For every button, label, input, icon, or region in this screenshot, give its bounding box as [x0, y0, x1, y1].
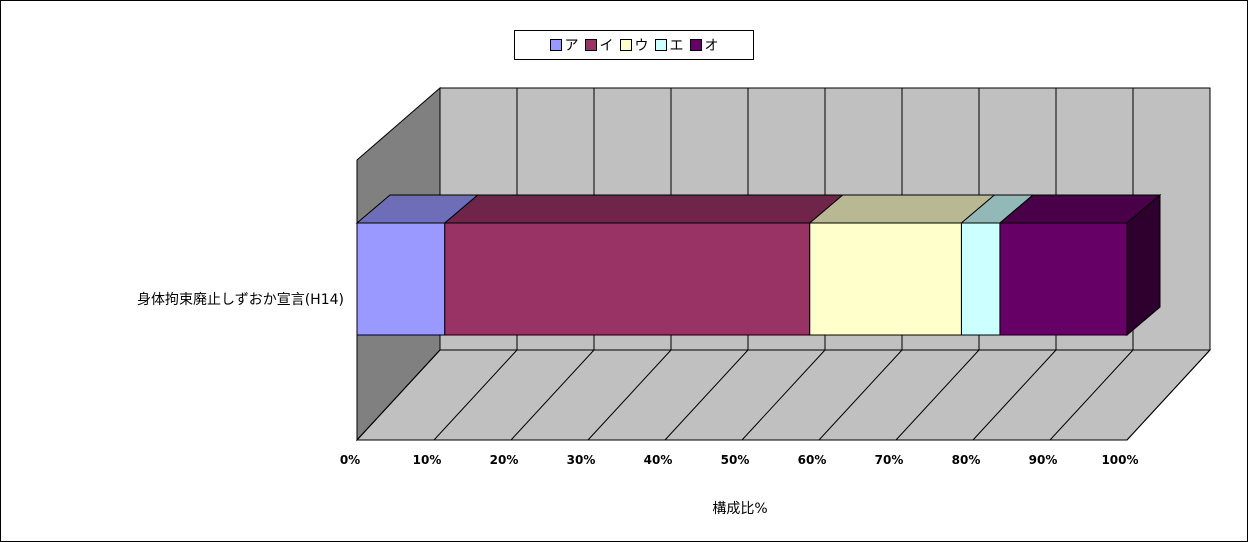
legend-item: エ	[654, 35, 684, 55]
legend-label: イ	[599, 38, 614, 54]
bar-segment	[444, 222, 811, 336]
legend-item: ア	[549, 35, 579, 55]
legend-swatch	[549, 39, 562, 51]
gridline	[972, 349, 1057, 441]
legend-label: エ	[669, 38, 684, 54]
x-tick-label: 0%	[340, 453, 360, 467]
legend-label: オ	[704, 38, 719, 54]
x-tick-label: 70%	[875, 453, 904, 467]
bar-stack	[355, 193, 1162, 337]
x-tick-label: 20%	[490, 453, 519, 467]
legend-item: イ	[584, 35, 614, 55]
legend: ア イ ウ エ オ	[514, 30, 754, 60]
legend-item: ウ	[619, 35, 649, 55]
x-tick-label: 10%	[413, 453, 442, 467]
legend-label: ア	[564, 38, 579, 54]
legend-label: ウ	[634, 38, 649, 54]
bar-segment-side	[1126, 193, 1161, 337]
x-tick-label: 80%	[952, 453, 981, 467]
x-tick-label: 60%	[798, 453, 827, 467]
x-tick-label: 90%	[1029, 453, 1058, 467]
gridline	[741, 349, 826, 441]
gridline	[356, 349, 441, 441]
gridline	[1049, 349, 1134, 441]
bar-segment	[809, 222, 962, 336]
category-label: 身体拘束廃止しずおか宣言(H14)	[137, 291, 344, 308]
legend-swatch	[689, 39, 702, 51]
legend-swatch	[619, 39, 632, 51]
x-tick-label: 30%	[567, 453, 596, 467]
gridline	[664, 349, 749, 441]
x-tick-label: 50%	[721, 453, 750, 467]
x-tick-label: 40%	[644, 453, 673, 467]
gridline	[433, 349, 518, 441]
bar-segment-top	[443, 194, 845, 224]
gridline	[510, 349, 595, 441]
gridline	[818, 349, 903, 441]
x-tick-labels: 0% 10% 20% 30% 40% 50% 60% 70% 80% 90% 100%	[340, 453, 1139, 467]
legend-swatch	[654, 39, 667, 51]
legend-item: オ	[689, 35, 719, 55]
legend-swatch	[584, 39, 597, 51]
x-tick-label: 100%	[1101, 453, 1138, 467]
bar-segment	[960, 222, 1001, 336]
gridline	[587, 349, 672, 441]
x-axis-title: 構成比%	[712, 501, 767, 517]
gridline	[895, 349, 980, 441]
bar-segment	[999, 222, 1128, 336]
gridline	[1126, 349, 1211, 441]
bar-segment	[356, 222, 446, 336]
